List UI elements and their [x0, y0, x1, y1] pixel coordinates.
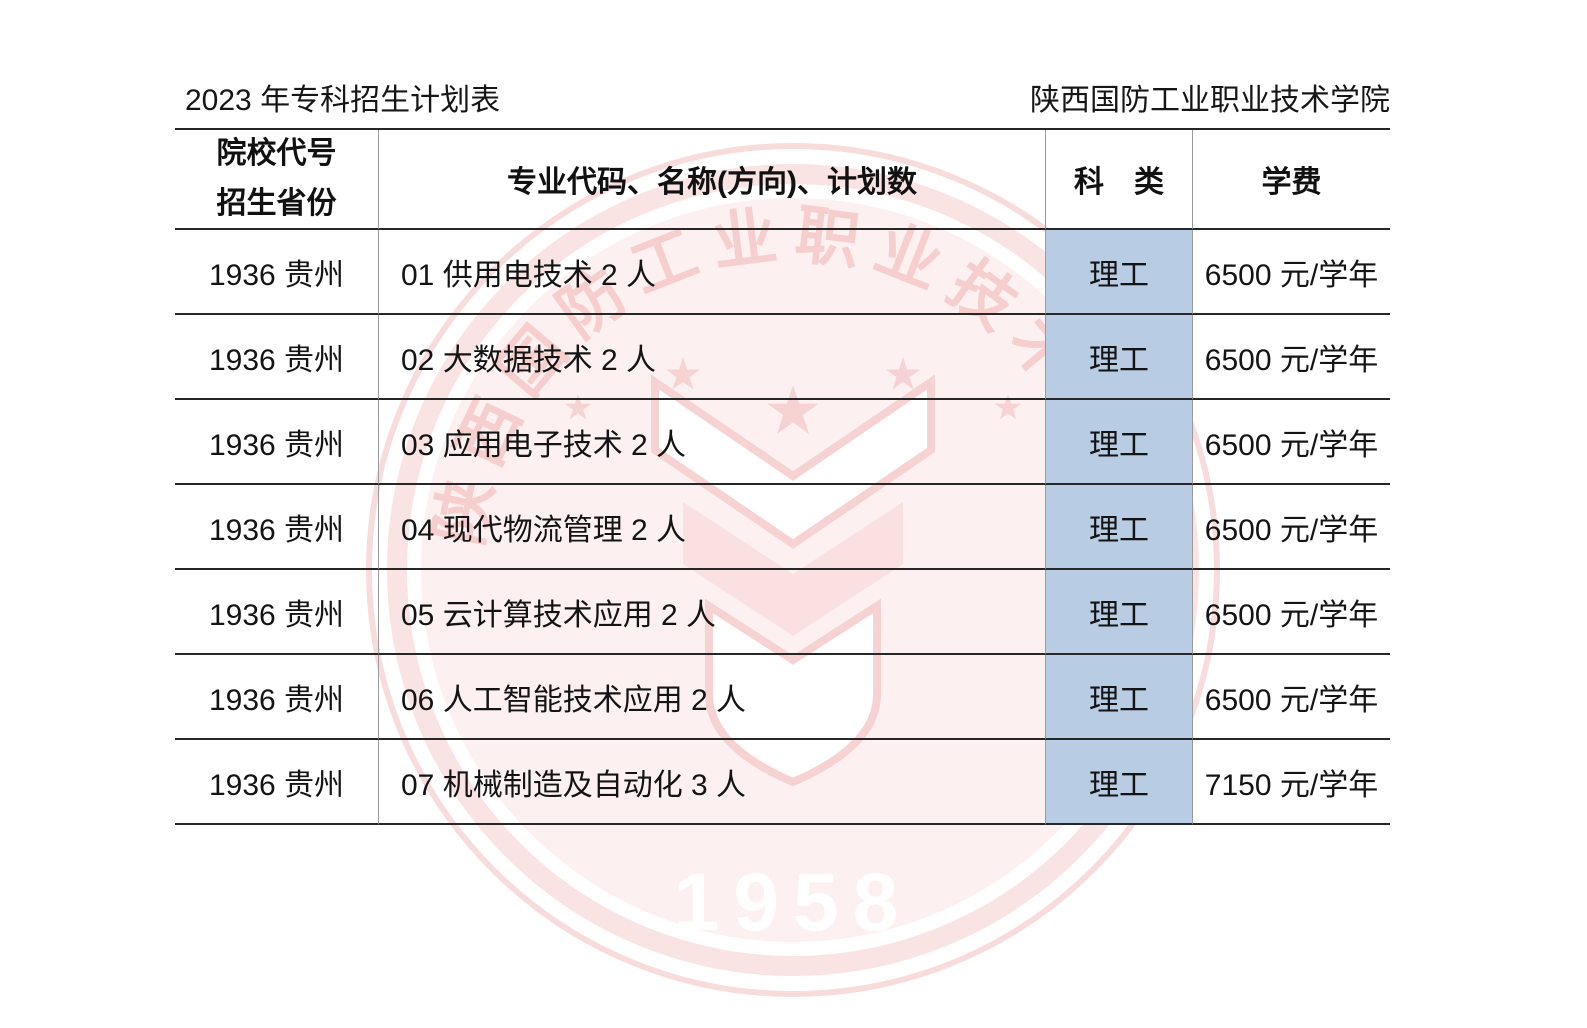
header-major: 专业代码、名称(方向)、计划数	[378, 130, 1045, 230]
cell-major: 02 大数据技术 2 人	[378, 315, 1045, 400]
cell-code-province: 1936 贵州	[175, 485, 378, 570]
school-name: 陕西国防工业职业技术学院	[1030, 84, 1390, 117]
header-code-province: 院校代号 招生省份	[175, 130, 378, 230]
seal-inner-disc-icon	[421, 198, 1165, 942]
seal-year-text: 1958	[674, 857, 912, 948]
cell-major: 03 应用电子技术 2 人	[378, 400, 1045, 485]
cell-major: 04 现代物流管理 2 人	[378, 485, 1045, 570]
cell-code-province: 1936 贵州	[175, 230, 378, 315]
seal-outer-ring-icon	[366, 143, 1220, 997]
cell-major: 01 供用电技术 2 人	[378, 230, 1045, 315]
school-seal-watermark: 陕西国防工业职业技术学院 1958	[366, 143, 1220, 997]
cell-tuition: 7150 元/学年	[1192, 740, 1390, 825]
cell-major: 07 机械制造及自动化 3 人	[378, 740, 1045, 825]
cell-category: 理工	[1045, 485, 1192, 570]
cell-code-province: 1936 贵州	[175, 570, 378, 655]
enrollment-plan-table: 院校代号 招生省份 专业代码、名称(方向)、计划数 科 类 学费 1936 贵州…	[175, 128, 1390, 825]
page-title: 2023 年专科招生计划表	[185, 84, 501, 117]
cell-category: 理工	[1045, 230, 1192, 315]
cell-code-province: 1936 贵州	[175, 655, 378, 740]
cell-tuition: 6500 元/学年	[1192, 230, 1390, 315]
cell-tuition: 6500 元/学年	[1192, 400, 1390, 485]
header-province-line: 招生省份	[216, 187, 337, 220]
cell-category: 理工	[1045, 400, 1192, 485]
cell-code-province: 1936 贵州	[175, 400, 378, 485]
cell-major: 05 云计算技术应用 2 人	[378, 570, 1045, 655]
cell-category: 理工	[1045, 655, 1192, 740]
header-category: 科 类	[1045, 130, 1192, 230]
cell-tuition: 6500 元/学年	[1192, 315, 1390, 400]
cell-tuition: 6500 元/学年	[1192, 570, 1390, 655]
header-tuition: 学费	[1192, 130, 1390, 230]
cell-category: 理工	[1045, 315, 1192, 400]
cell-tuition: 6500 元/学年	[1192, 485, 1390, 570]
cell-tuition: 6500 元/学年	[1192, 655, 1390, 740]
title-bar: 2023 年专科招生计划表 陕西国防工业职业技术学院	[185, 84, 1390, 118]
cell-major: 06 人工智能技术应用 2 人	[378, 655, 1045, 740]
cell-category: 理工	[1045, 740, 1192, 825]
cell-code-province: 1936 贵州	[175, 315, 378, 400]
header-code-line: 院校代号	[216, 137, 337, 170]
cell-category: 理工	[1045, 570, 1192, 655]
cell-code-province: 1936 贵州	[175, 740, 378, 825]
